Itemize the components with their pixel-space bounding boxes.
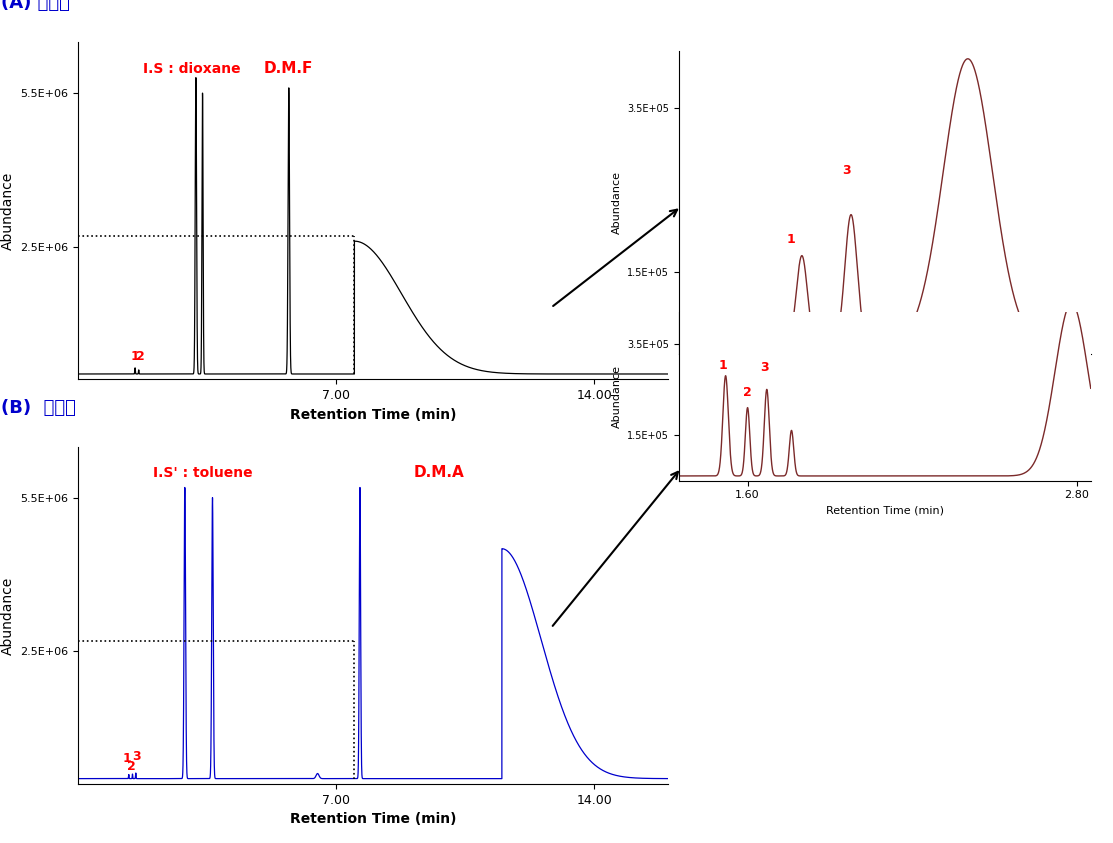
Text: 3: 3 <box>760 361 769 374</box>
Text: (B)  변경법: (B) 변경법 <box>1 399 76 417</box>
Text: 2: 2 <box>136 350 145 363</box>
X-axis label: Retention Time (min): Retention Time (min) <box>826 379 944 389</box>
Text: 3: 3 <box>132 750 140 764</box>
Y-axis label: Abundance: Abundance <box>612 171 622 234</box>
Text: 1: 1 <box>130 350 139 363</box>
Text: 1: 1 <box>719 359 728 372</box>
Text: D.M.F: D.M.F <box>264 61 313 76</box>
Y-axis label: Abundance: Abundance <box>0 172 14 250</box>
Y-axis label: Abundance: Abundance <box>612 365 622 427</box>
X-axis label: Retention Time (min): Retention Time (min) <box>826 506 944 516</box>
Text: 3: 3 <box>841 164 850 177</box>
Text: I.S' : toluene: I.S' : toluene <box>154 466 253 481</box>
Text: 2: 2 <box>127 760 136 773</box>
X-axis label: Retention Time (min): Retention Time (min) <box>289 813 456 826</box>
Y-axis label: Abundance: Abundance <box>0 577 14 654</box>
Text: 1: 1 <box>787 234 796 246</box>
Text: D.M.A: D.M.A <box>414 465 464 481</box>
Text: I.S : dioxane: I.S : dioxane <box>144 62 242 76</box>
Text: 1: 1 <box>122 751 131 765</box>
Text: 2: 2 <box>743 386 752 400</box>
Text: (A) 현행법: (A) 현행법 <box>1 0 70 13</box>
X-axis label: Retention Time (min): Retention Time (min) <box>289 408 456 422</box>
